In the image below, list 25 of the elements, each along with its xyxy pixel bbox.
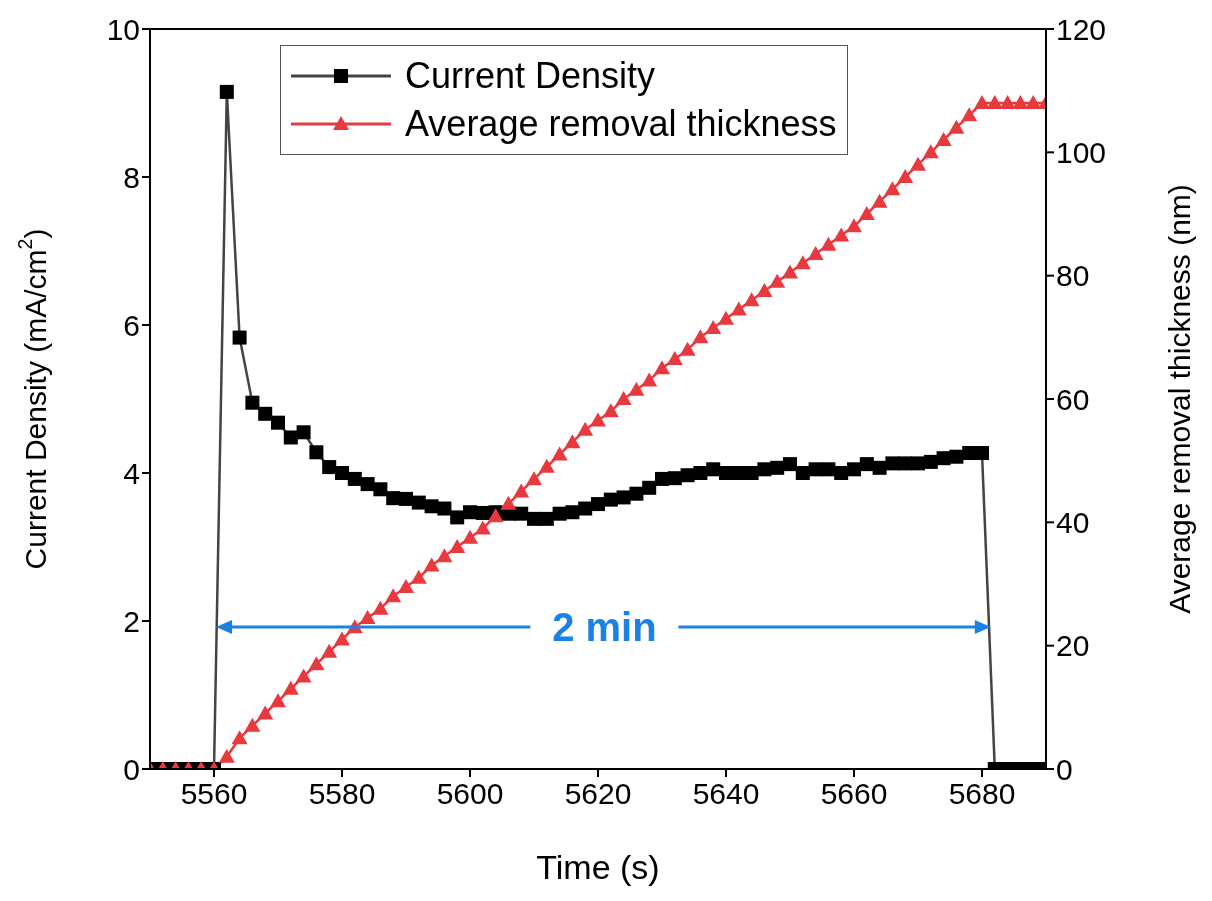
x-tick-label: 5600	[436, 777, 504, 811]
y2-tick-label: 40	[1056, 505, 1090, 539]
y2-axis-title: Average removal thickness (nm)	[1162, 184, 1196, 614]
y-tick-label: 10	[106, 12, 140, 46]
x-tick-label: 5640	[692, 777, 760, 811]
y2-tick-label: 80	[1056, 259, 1090, 293]
y-tick-label: 2	[123, 604, 140, 638]
y2-tick-label: 20	[1056, 629, 1090, 663]
y2-tick-label: 100	[1056, 135, 1107, 169]
y-tick-label: 4	[123, 456, 140, 490]
x-tick-label: 5680	[948, 777, 1016, 811]
y2-tick-label: 60	[1056, 382, 1090, 416]
x-tick-label: 5660	[820, 777, 888, 811]
x-tick-label: 5580	[308, 777, 376, 811]
y2-tick-label: 0	[1056, 752, 1073, 786]
x-tick-label: 5620	[564, 777, 632, 811]
y2-tick-label: 120	[1056, 12, 1107, 46]
legend-label: Current Density	[405, 55, 656, 97]
legend-label: Average removal thickness	[405, 103, 837, 145]
y-tick-label: 0	[123, 752, 140, 786]
y-tick-label: 8	[123, 160, 140, 194]
x-axis-title: Time (s)	[536, 848, 660, 886]
y-tick-label: 6	[123, 308, 140, 342]
x-tick-label: 5560	[180, 777, 248, 811]
annotation: 2 min	[552, 604, 657, 649]
